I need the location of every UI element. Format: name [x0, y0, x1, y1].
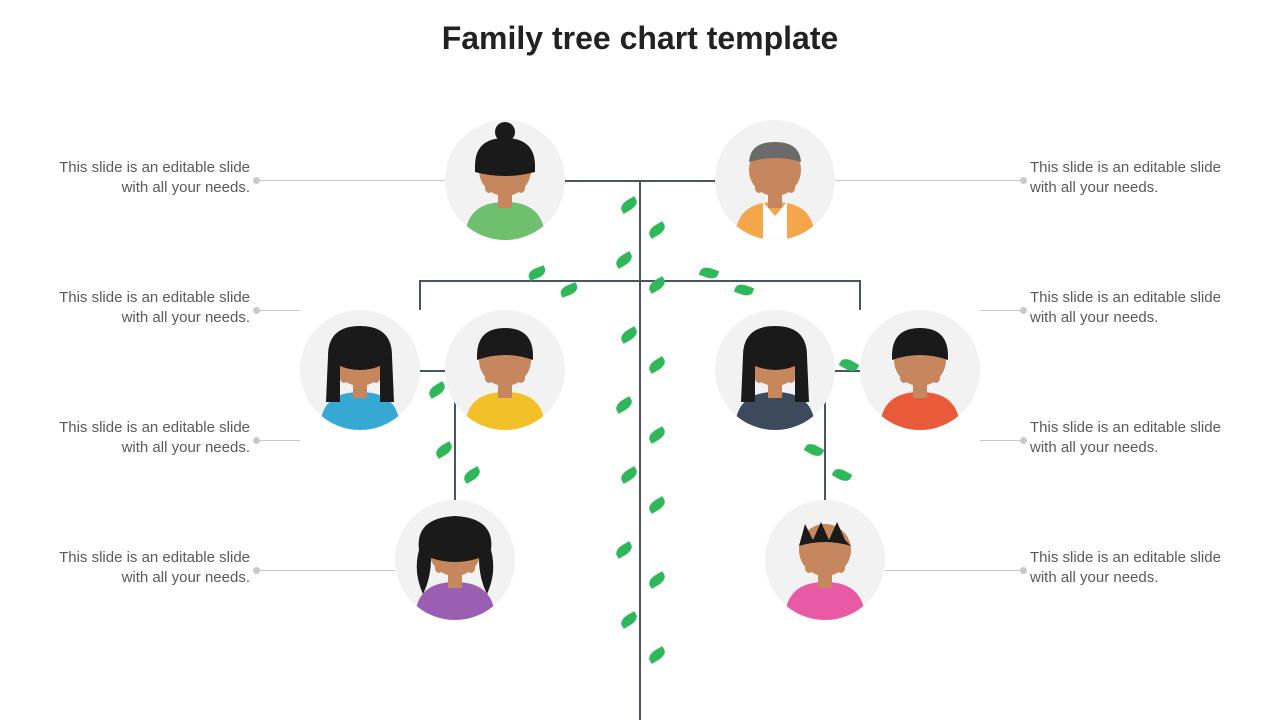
leaf-icon [434, 441, 455, 459]
leaf-icon [559, 282, 579, 298]
leaf-icon [619, 611, 640, 629]
caption-text: This slide is an editable slide with all… [1030, 548, 1230, 589]
leaf-icon [619, 466, 640, 484]
leaf-icon [832, 466, 853, 484]
connector-line [980, 440, 1022, 441]
connector-line [258, 180, 445, 181]
leaf-icon [647, 646, 668, 664]
avatar-son-r [860, 310, 980, 430]
leaf-icon [647, 276, 668, 294]
leaf-icon [614, 541, 635, 559]
stem-main [639, 180, 641, 720]
stem-row2-down-r [859, 280, 861, 310]
stem-row2-down-l [419, 280, 421, 310]
leaf-icon [647, 426, 668, 444]
caption-text: This slide is an editable slide with all… [50, 548, 250, 589]
leaf-icon [734, 282, 754, 298]
leaf-icon [647, 571, 668, 589]
leaf-icon [614, 396, 635, 414]
connector-line [258, 570, 395, 571]
connector-line [835, 180, 1022, 181]
stem-top-bar [565, 180, 715, 182]
leaf-icon [619, 326, 640, 344]
avatar-daughter-r [715, 310, 835, 430]
avatar-grandchild-r [765, 500, 885, 620]
connector-line [980, 310, 1022, 311]
leaf-icon [699, 265, 719, 281]
leaf-icon [614, 251, 635, 269]
avatar-mother [445, 120, 565, 240]
caption-text: This slide is an editable slide with all… [1030, 158, 1230, 199]
leaf-icon [647, 496, 668, 514]
connector-line [885, 570, 1022, 571]
avatar-grandchild-l [395, 500, 515, 620]
leaf-icon [647, 356, 668, 374]
caption-text: This slide is an editable slide with all… [1030, 288, 1230, 329]
leaf-icon [804, 441, 825, 459]
leaf-icon [619, 196, 640, 214]
caption-text: This slide is an editable slide with all… [1030, 418, 1230, 459]
leaf-icon [462, 466, 483, 484]
leaf-icon [647, 221, 668, 239]
caption-text: This slide is an editable slide with all… [50, 158, 250, 199]
caption-text: This slide is an editable slide with all… [50, 418, 250, 459]
stem-row2-bar [420, 280, 860, 282]
caption-text: This slide is an editable slide with all… [50, 288, 250, 329]
diagram-stage: This slide is an editable slide with all… [0, 0, 1280, 720]
avatar-father [715, 120, 835, 240]
avatar-son-l [445, 310, 565, 430]
avatar-daughter-l [300, 310, 420, 430]
connector-line [258, 440, 300, 441]
leaf-icon [527, 265, 547, 281]
connector-line [258, 310, 300, 311]
